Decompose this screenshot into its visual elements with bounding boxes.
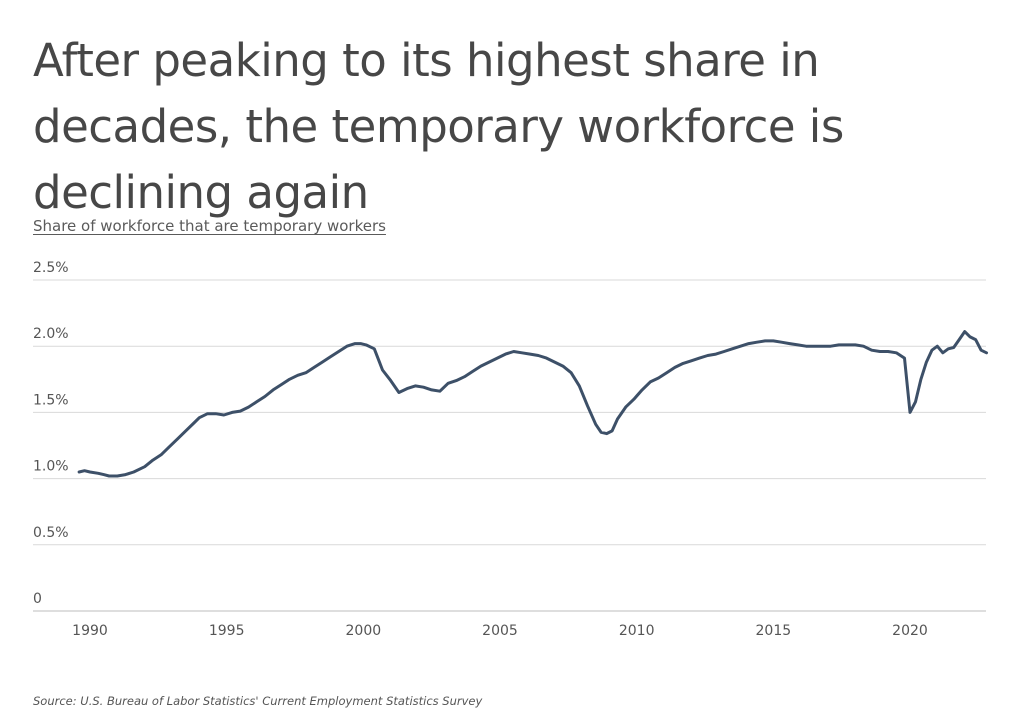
y-tick-label: 2.0% [33, 326, 69, 342]
line-chart: 0 0.5% 1.0% 1.5% 2.0% 2.5% 1990 1995 2000 2005 201… [33, 260, 988, 639]
x-tick-label: 2020 [892, 623, 928, 639]
x-tick-label: 2015 [756, 623, 792, 639]
x-tick-label: 2000 [346, 623, 382, 639]
y-tick-label: 1.5% [33, 392, 69, 408]
gridlines [33, 279, 986, 612]
y-tick-label: 0 [33, 591, 42, 607]
x-tick-label: 1990 [72, 623, 108, 639]
series-line-0 [77, 330, 988, 478]
chart-subtitle: Share of workforce that are temporary wo… [33, 217, 386, 235]
y-tick-label: 0.5% [33, 525, 69, 541]
y-tick-label: 2.5% [33, 260, 69, 276]
chart-title: After peaking to its highest share in de… [33, 34, 844, 219]
axes: 0 0.5% 1.0% 1.5% 2.0% 2.5% 1990 1995 2000 2005 201… [33, 260, 928, 639]
source-note: Source: U.S. Bureau of Labor Statistics'… [33, 694, 483, 708]
x-tick-label: 2010 [619, 623, 655, 639]
x-tick-label: 1995 [209, 623, 245, 639]
y-tick-label: 1.0% [33, 459, 69, 475]
series-layer [77, 330, 988, 478]
x-tick-label: 2005 [482, 623, 518, 639]
